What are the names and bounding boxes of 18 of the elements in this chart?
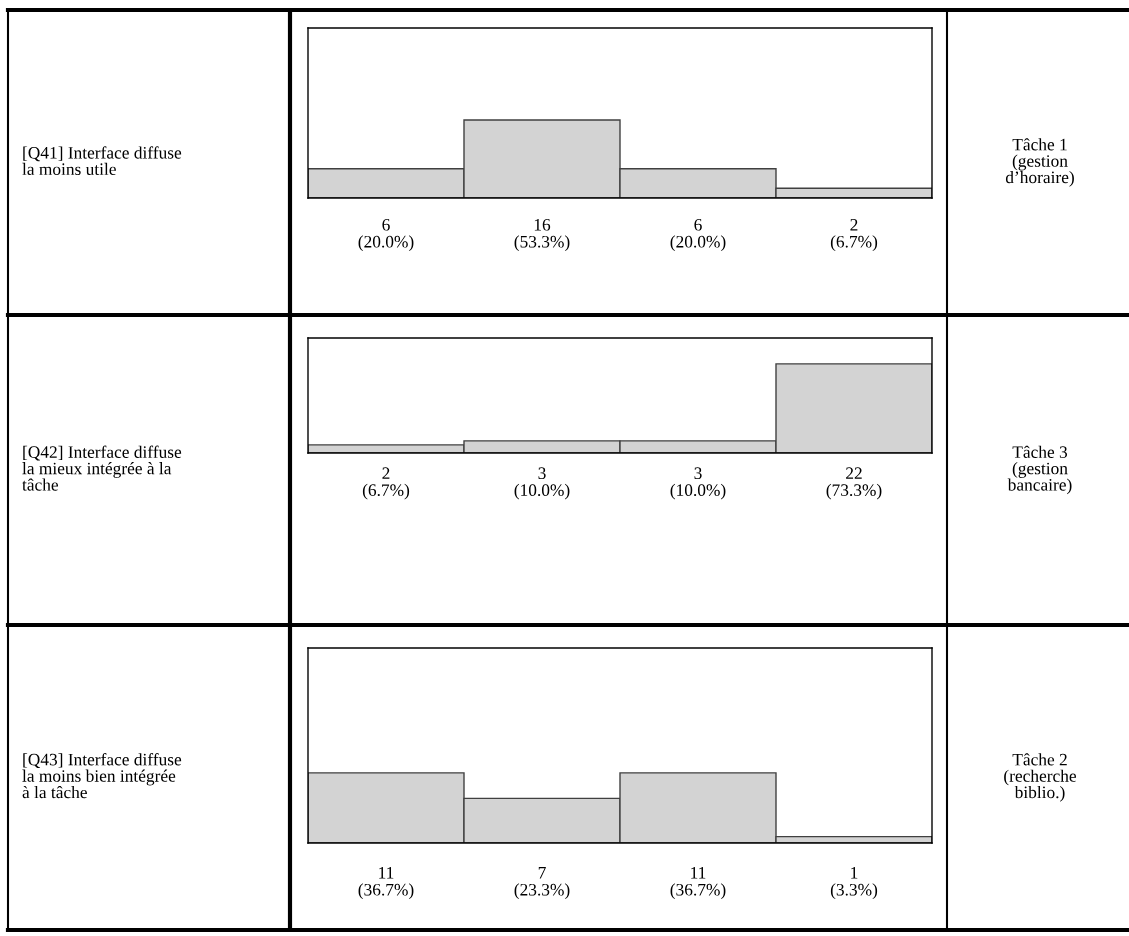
data-label: 11 (36.7%) [670, 866, 726, 900]
data-label: 11 (36.7%) [358, 866, 414, 900]
text: [Q42] Interface diffuse la mieux intégrée à la tâche [22, 445, 182, 491]
data-label: 22 (73.3%) [826, 467, 882, 500]
data-label: 6 (20.0%) [670, 218, 726, 252]
data-label: 2 (6.7%) [362, 467, 410, 500]
text: Tâche 2 (recherche biblio.) [1004, 753, 1077, 802]
text: [Q41] Interface diffuse la moins utile [22, 146, 182, 176]
data-label: 16 (53.3%) [514, 218, 570, 252]
data-label: 3 (10.0%) [670, 467, 726, 500]
data-label: 3 (10.0%) [514, 467, 570, 500]
data-label: 7 (23.3%) [514, 867, 570, 900]
text: Tâche 1 (gestion d’horaire) [1005, 138, 1074, 187]
text: [Q43] Interface diffuse la moins bien intégrée à la tâche [22, 753, 182, 799]
data-label: 1 (3.3%) [830, 866, 878, 900]
data-label: 6 (20.0%) [358, 218, 414, 252]
data-label: 2 (6.7%) [830, 218, 878, 252]
text: Tâche 3 (gestion bancaire) [1007, 445, 1072, 495]
